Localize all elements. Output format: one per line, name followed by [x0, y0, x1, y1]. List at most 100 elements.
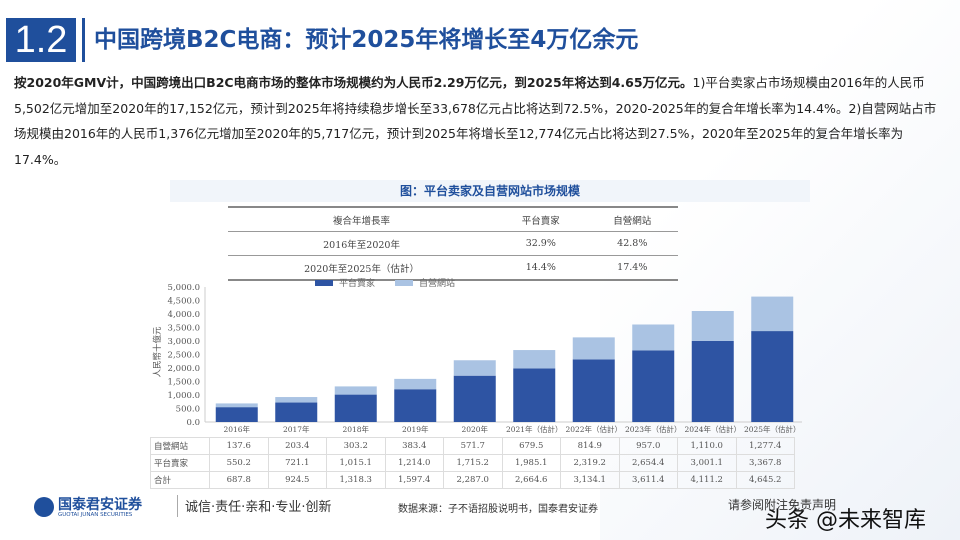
watermark: 头条 @未来智库: [765, 508, 926, 533]
x-tick-label: 2024年（估計）: [684, 424, 741, 434]
y-tick-label: 500.0: [176, 405, 200, 415]
legend-label: 自營網站: [419, 277, 455, 289]
cagr-header: 複合年增長率: [228, 206, 496, 232]
data-table-row: 自營網站 137.6 203.4 303.2 383.4 571.7 679.5 814.9 9…: [150, 437, 795, 455]
y-tick-label: 0.0: [186, 418, 200, 428]
figure-title: 图：平台卖家及自营网站市场规模: [170, 180, 810, 202]
data-cell: 924.5: [267, 471, 327, 489]
x-tick-label: 2022年（估計）: [565, 424, 622, 434]
slogan: 诚信·责任·亲和·专业·创新: [185, 500, 332, 515]
data-cell: 3,134.1: [560, 471, 620, 489]
data-cell: 4,645.2: [735, 471, 795, 489]
bar-segment: [453, 360, 496, 376]
data-cell: 2,654.4: [618, 454, 678, 472]
cagr-cell: 17.4%: [586, 255, 678, 281]
bar-segment: [632, 324, 675, 351]
cagr-table: 複合年增長率 平台賣家 自營網站 2016年至2020年 32.9% 42.8% 202…: [228, 206, 678, 281]
cagr-cell: 14.4%: [495, 255, 587, 281]
data-cell: 3,001.1: [677, 454, 737, 472]
y-tick-label: 2,000.0: [168, 364, 200, 374]
x-tick-label: 2019年: [402, 424, 429, 434]
data-cell: 303.2: [326, 437, 386, 455]
data-cell: 1,214.0: [384, 454, 444, 472]
x-tick-label: 2018年: [342, 424, 369, 434]
data-cell: 1,277.4: [735, 437, 795, 455]
y-axis-label: 人民幣十億元: [152, 326, 163, 378]
bar-segment: [513, 350, 556, 369]
data-cell: 550.2: [209, 454, 269, 472]
row-header: 平台賣家: [150, 454, 210, 472]
bar-segment: [751, 331, 794, 422]
legend-label: 平台賣家: [339, 277, 375, 289]
x-tick-label: 2025年（估計）: [744, 424, 801, 434]
paragraph-body: 1)平台卖家占市场规模由2016年的人民币5,502亿元增加至2020年的17,…: [14, 75, 937, 167]
data-table-row: 平台賣家 550.2 721.1 1,015.1 1,214.0 1,715.2 1,985…: [150, 454, 795, 472]
x-tick-label: 2016年: [223, 424, 250, 434]
disclaimer: 请参阅附注免责声明: [728, 498, 837, 512]
y-tick-label: 1,000.0: [168, 391, 200, 401]
data-cell: 1,985.1: [501, 454, 561, 472]
bar-segment: [632, 350, 675, 422]
data-cell: 1,715.2: [443, 454, 503, 472]
y-tick-label: 4,000.0: [168, 310, 200, 320]
bar-segment: [215, 403, 258, 408]
data-cell: 383.4: [384, 437, 444, 455]
data-cell: 957.0: [618, 437, 678, 455]
data-cell: 687.8: [209, 471, 269, 489]
cagr-header: 平台賣家: [495, 206, 587, 232]
x-tick-label: 2023年（估計）: [625, 424, 682, 434]
y-tick-label: 3,500.0: [168, 324, 200, 334]
bar-segment: [513, 368, 556, 422]
data-cell: 721.1: [267, 454, 327, 472]
y-tick-label: 4,500.0: [168, 297, 200, 307]
x-tick-label: 2021年（估計）: [506, 424, 563, 434]
bar-segment: [572, 359, 615, 422]
paragraph-lead: 按2020年GMV计，中国跨境出口B2C电商市场的整体市场规模约为人民币2.29…: [14, 75, 693, 90]
bar-segment: [334, 386, 377, 395]
data-cell: 203.4: [267, 437, 327, 455]
data-cell: 2,664.6: [501, 471, 561, 489]
data-table: 自營網站 137.6 203.4 303.2 383.4 571.7 679.5 814.9 9…: [150, 437, 795, 489]
bar-segment: [394, 389, 437, 422]
summary-paragraph: 按2020年GMV计，中国跨境出口B2C电商市场的整体市场规模约为人民币2.29…: [14, 70, 944, 172]
bar-segment: [215, 407, 258, 422]
data-cell: 1,597.4: [384, 471, 444, 489]
y-tick-label: 5,000.0: [168, 283, 200, 293]
y-tick-label: 3,000.0: [168, 337, 200, 347]
bar-segment: [453, 375, 496, 422]
data-cell: 3,367.8: [735, 454, 795, 472]
cagr-cell: 2020年至2025年（估計）: [228, 255, 496, 281]
bar-segment: [691, 311, 734, 341]
bar-segment: [572, 337, 615, 360]
title-divider: [82, 18, 85, 62]
data-cell: 1,318.3: [326, 471, 386, 489]
bar-segment: [275, 397, 318, 403]
cagr-header: 自營網站: [586, 206, 678, 232]
company-name-en: GUOTAI JUNAN SECURITIES: [58, 512, 133, 518]
legend-swatch: [315, 280, 333, 286]
company-logo-icon: [34, 497, 54, 517]
y-tick-label: 1,500.0: [168, 378, 200, 388]
bar-segment: [334, 394, 377, 422]
data-cell: 3,611.4: [618, 471, 678, 489]
cagr-cell: 32.9%: [495, 231, 587, 256]
data-cell: 4,111.2: [677, 471, 737, 489]
row-header: 自營網站: [150, 437, 210, 455]
x-tick-label: 2020年: [461, 424, 488, 434]
data-cell: 571.7: [443, 437, 503, 455]
data-cell: 2,287.0: [443, 471, 503, 489]
x-tick-label: 2017年: [283, 424, 310, 434]
section-number: 1.2: [6, 18, 76, 62]
cagr-cell: 2016年至2020年: [228, 231, 496, 256]
data-cell: 1,110.0: [677, 437, 737, 455]
y-tick-label: 2,500.0: [168, 351, 200, 361]
legend-swatch: [395, 280, 413, 286]
bar-segment: [751, 296, 794, 332]
page-title: 中国跨境B2C电商：预计2025年将增长至4万亿余元: [94, 27, 639, 53]
company-name: 国泰君安证券: [58, 497, 142, 513]
row-header: 合計: [150, 471, 210, 489]
bar-segment: [394, 378, 437, 390]
data-source: 数据来源：子不语招股说明书，国泰君安证券: [398, 504, 598, 515]
data-cell: 1,015.1: [326, 454, 386, 472]
data-cell: 2,319.2: [560, 454, 620, 472]
